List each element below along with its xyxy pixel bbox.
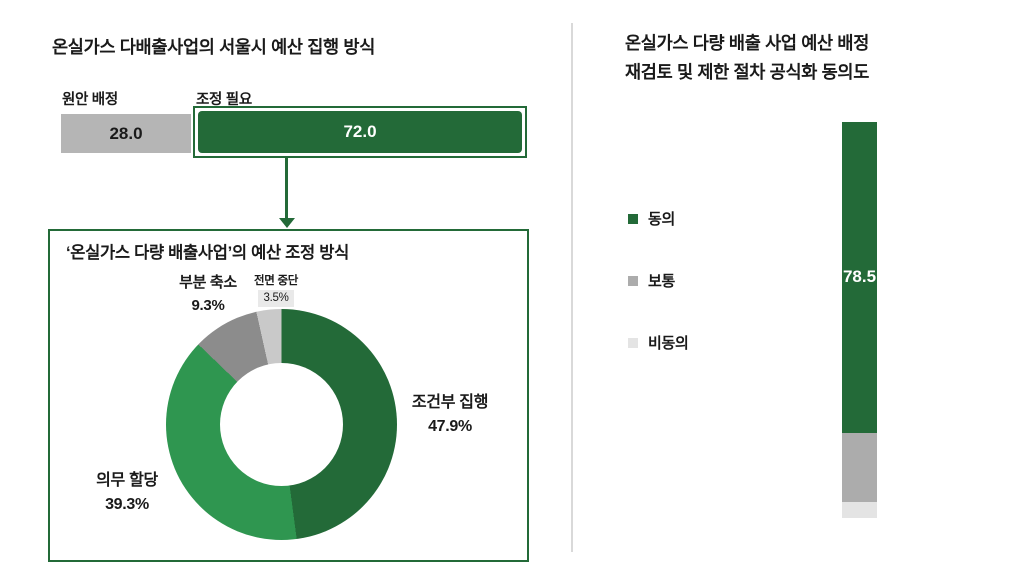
slice-label-partial-cut: 부분 축소 9.3% [138,271,278,317]
hbar-segment-original: 28.0 [61,114,191,153]
slice-label-value: 9.3% [191,297,225,314]
legend-label: 비동의 [648,335,689,352]
horizontal-stacked-bar: 28.0 72.0 [61,106,527,158]
slice-label-text: 의무 할당 [96,472,158,489]
vbar-segment-neutral [842,432,877,503]
slice-label-text: 전면 중단 [253,275,298,287]
hbar-highlight-outline: 72.0 [193,106,527,158]
slice-label-text: 조건부 집행 [411,394,489,411]
slice-label-value: 3.5% [258,290,294,307]
legend-swatch-agree [628,213,638,224]
hbar-category-label-adjust: 조정 필요 [196,92,252,108]
hbar-segment-original-value: 28.0 [109,123,143,143]
breakdown-box: ‘온실가스 다량 배출사업’의 예산 조정 방식 부분 축소 9.3% 전면 중… [48,229,529,562]
legend-swatch-disagree [628,337,638,348]
slice-label-value: 39.3% [105,496,149,513]
hbar-segment-adjust-value: 72.0 [343,122,377,141]
down-arrow-head-icon [279,218,295,228]
legend-item-agree: 동의 [628,208,675,229]
vbar-segment-agree-value: 78.5 [842,267,877,287]
panel-divider [571,23,573,552]
slice-label-conditional-exec: 조건부 집행 47.9% [400,391,500,439]
right-chart-title: 온실가스 다량 배출 사업 예산 배정 재검토 및 제한 절차 공식화 동의도 [625,29,869,87]
right-chart-title-line2: 재검토 및 제한 절차 공식화 동의도 [625,62,870,82]
slice-label-text: 부분 축소 [179,274,237,291]
hbar-segment-adjust: 72.0 [198,111,522,153]
legend-item-disagree: 비동의 [628,332,689,353]
down-arrow-line [285,158,288,219]
legend-item-neutral: 보통 [628,270,675,291]
breakdown-box-title: ‘온실가스 다량 배출사업’의 예산 조정 방식 [66,244,349,262]
vbar-segment-agree: 78.5 [842,122,877,433]
legend-label: 동의 [648,211,676,228]
donut-hole [220,363,343,486]
right-chart-title-line1: 온실가스 다량 배출 사업 예산 배정 [625,33,870,53]
vbar-segment-disagree [842,502,877,518]
legend-swatch-neutral [628,275,638,286]
slice-label-full-stop: 전면 중단 3.5% [238,273,314,307]
slice-label-mandatory-quota: 의무 할당 39.3% [77,469,177,517]
legend-label: 보통 [648,273,676,290]
slice-label-value: 47.9% [428,418,472,435]
vertical-stacked-bar: 78.5 [842,122,877,518]
hbar-category-label-original: 원안 배정 [62,92,118,108]
left-chart-title: 온실가스 다배출사업의 서울시 예산 집행 방식 [52,37,376,57]
